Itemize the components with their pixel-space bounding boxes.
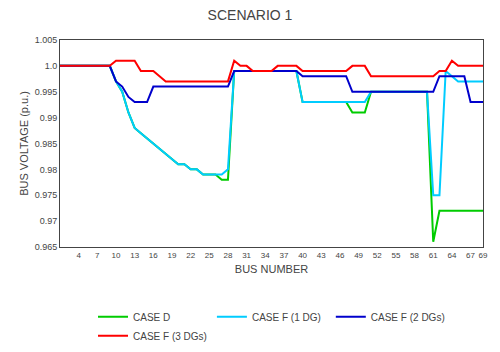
svg-text:1.005: 1.005 xyxy=(35,35,58,45)
svg-text:7: 7 xyxy=(95,251,100,260)
svg-text:19: 19 xyxy=(168,251,177,260)
svg-text:28: 28 xyxy=(224,251,233,260)
svg-text:34: 34 xyxy=(261,251,270,260)
svg-text:64: 64 xyxy=(447,251,456,260)
svg-text:BUS VOLTAGE (p.u.): BUS VOLTAGE (p.u.) xyxy=(18,91,30,196)
svg-text:SCENARIO 1: SCENARIO 1 xyxy=(208,7,293,23)
svg-text:0.965: 0.965 xyxy=(35,242,58,252)
svg-text:0.985: 0.985 xyxy=(35,139,58,149)
svg-text:40: 40 xyxy=(298,251,307,260)
svg-text:0.995: 0.995 xyxy=(35,87,58,97)
svg-text:1.0: 1.0 xyxy=(45,61,58,71)
svg-text:22: 22 xyxy=(186,251,195,260)
svg-text:CASE F (2 DGs): CASE F (2 DGs) xyxy=(371,312,445,323)
svg-text:CASE D: CASE D xyxy=(133,312,170,323)
svg-text:31: 31 xyxy=(242,251,251,260)
svg-text:55: 55 xyxy=(391,251,400,260)
svg-text:0.99: 0.99 xyxy=(40,113,58,123)
svg-text:46: 46 xyxy=(335,251,344,260)
svg-text:58: 58 xyxy=(410,251,419,260)
svg-text:0.975: 0.975 xyxy=(35,190,58,200)
svg-text:69: 69 xyxy=(479,251,488,260)
svg-text:52: 52 xyxy=(373,251,382,260)
svg-text:CASE F (3 DGs): CASE F (3 DGs) xyxy=(133,331,207,342)
svg-text:BUS NUMBER: BUS NUMBER xyxy=(235,263,308,275)
svg-text:43: 43 xyxy=(317,251,326,260)
svg-text:13: 13 xyxy=(130,251,139,260)
svg-text:37: 37 xyxy=(279,251,288,260)
svg-text:61: 61 xyxy=(429,251,438,260)
svg-text:67: 67 xyxy=(466,251,475,260)
svg-text:25: 25 xyxy=(205,251,214,260)
svg-text:10: 10 xyxy=(112,251,121,260)
svg-text:0.97: 0.97 xyxy=(40,216,58,226)
svg-text:0.98: 0.98 xyxy=(40,165,58,175)
svg-text:49: 49 xyxy=(354,251,363,260)
svg-text:16: 16 xyxy=(149,251,158,260)
svg-text:4: 4 xyxy=(76,251,81,260)
svg-text:CASE F (1 DG): CASE F (1 DG) xyxy=(252,312,321,323)
